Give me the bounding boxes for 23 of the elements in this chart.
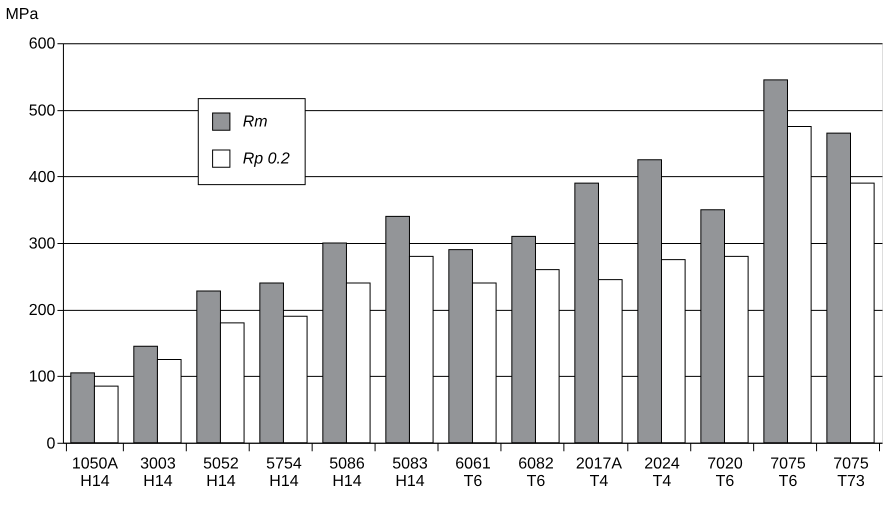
x-tick-label: 2017A T4: [576, 455, 622, 490]
x-tick-label: 6082 T6: [518, 455, 554, 490]
y-tick-label: 200: [28, 302, 56, 320]
y-tick-label: 100: [28, 368, 56, 386]
x-tick-label: 5083 H14: [392, 455, 428, 490]
y-axis-title: MPa: [5, 6, 38, 23]
y-tick-label: 0: [46, 435, 56, 452]
x-tick-label: 2024 T4: [644, 455, 680, 490]
y-tick-label: 400: [28, 168, 56, 186]
x-tick-label: 1050A H14: [72, 455, 118, 490]
x-tick-label: 6061 T6: [455, 455, 491, 490]
y-tick-label: 600: [28, 36, 56, 53]
y-tick-label: 300: [28, 236, 56, 252]
x-tick-label: 3003 H14: [140, 455, 176, 490]
legend-label: Rp 0.2: [242, 150, 290, 168]
legend-label: Rm: [242, 114, 268, 131]
x-tick-label: 5086 H14: [329, 455, 365, 490]
x-tick-label: 7020 T6: [707, 455, 743, 490]
y-tick-label: 500: [28, 102, 56, 120]
x-tick-label: 5754 H14: [266, 455, 302, 490]
x-tick-label: 7075 T6: [770, 455, 806, 490]
x-tick-label: 5052 H14: [203, 455, 239, 490]
x-tick-label: 7075 T73: [833, 455, 869, 490]
